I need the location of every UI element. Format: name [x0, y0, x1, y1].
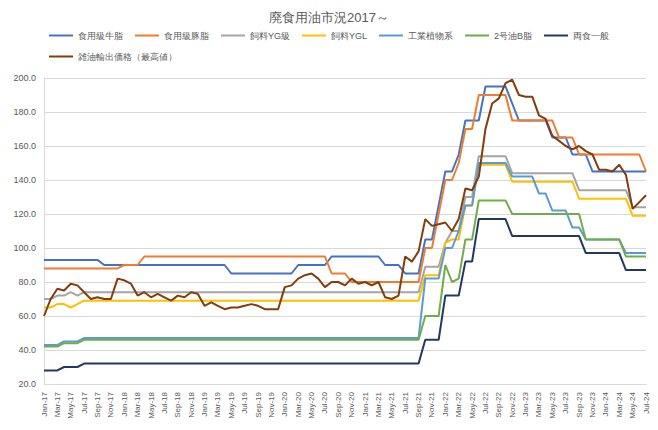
- svg-text:Nov-19: Nov-19: [267, 391, 276, 417]
- svg-text:Jan-20: Jan-20: [280, 391, 289, 416]
- svg-text:May-22: May-22: [468, 391, 477, 418]
- svg-text:Nov-20: Nov-20: [347, 391, 356, 417]
- svg-text:Sep-23: Sep-23: [575, 391, 584, 417]
- svg-text:両食一般: 両食一般: [573, 31, 609, 41]
- svg-text:食用級牛脂: 食用級牛脂: [78, 31, 123, 41]
- svg-text:Jul-21: Jul-21: [401, 391, 410, 413]
- svg-text:Mar-23: Mar-23: [534, 391, 543, 417]
- svg-text:飼料YG級: 飼料YG級: [250, 31, 290, 41]
- svg-text:Sep-22: Sep-22: [494, 391, 503, 417]
- svg-text:May-24: May-24: [628, 391, 637, 418]
- svg-text:雑油輸出価格（最高値）: 雑油輸出価格（最高値）: [78, 52, 177, 62]
- svg-text:食用級豚脂: 食用級豚脂: [164, 31, 209, 41]
- svg-text:Nov-21: Nov-21: [427, 391, 436, 417]
- svg-text:Jul-18: Jul-18: [160, 391, 169, 413]
- svg-text:140.0: 140.0: [13, 175, 36, 185]
- svg-text:Mar-17: Mar-17: [53, 391, 62, 417]
- svg-text:120.0: 120.0: [13, 209, 36, 219]
- svg-text:廃食用油市況2017～: 廃食用油市況2017～: [269, 10, 389, 25]
- svg-text:Jan-19: Jan-19: [200, 391, 209, 416]
- svg-text:Jan-21: Jan-21: [361, 391, 370, 416]
- svg-text:Jul-24: Jul-24: [642, 391, 651, 413]
- svg-text:Nov-18: Nov-18: [187, 391, 196, 417]
- svg-text:May-19: May-19: [227, 391, 236, 418]
- svg-text:Jan-24: Jan-24: [601, 391, 610, 416]
- svg-text:20.0: 20.0: [18, 379, 36, 389]
- svg-text:May-23: May-23: [548, 391, 557, 418]
- svg-text:180.0: 180.0: [13, 107, 36, 117]
- svg-text:Mar-20: Mar-20: [294, 391, 303, 417]
- svg-text:60.0: 60.0: [18, 311, 36, 321]
- svg-text:Mar-24: Mar-24: [615, 391, 624, 417]
- svg-text:Mar-18: Mar-18: [133, 391, 142, 417]
- svg-text:Sep-21: Sep-21: [414, 391, 423, 417]
- svg-text:2号油B脂: 2号油B脂: [494, 31, 532, 41]
- svg-text:Nov-23: Nov-23: [588, 391, 597, 417]
- svg-text:Jan-17: Jan-17: [40, 391, 49, 416]
- svg-text:飼料YGL: 飼料YGL: [331, 31, 367, 41]
- svg-text:Sep-20: Sep-20: [334, 391, 343, 417]
- svg-text:40.0: 40.0: [18, 345, 36, 355]
- svg-text:Mar-22: Mar-22: [454, 391, 463, 417]
- svg-text:Jul-17: Jul-17: [80, 391, 89, 413]
- svg-text:Jul-22: Jul-22: [481, 391, 490, 413]
- svg-text:Nov-22: Nov-22: [508, 391, 517, 417]
- svg-text:Jan-22: Jan-22: [441, 391, 450, 416]
- svg-text:Mar-19: Mar-19: [213, 391, 222, 417]
- svg-text:200.0: 200.0: [13, 73, 36, 83]
- svg-text:May-20: May-20: [307, 391, 316, 418]
- svg-text:May-18: May-18: [147, 391, 156, 418]
- svg-text:Nov-17: Nov-17: [106, 391, 115, 417]
- svg-text:160.0: 160.0: [13, 141, 36, 151]
- svg-text:Jul-23: Jul-23: [561, 391, 570, 413]
- svg-text:Sep-18: Sep-18: [173, 391, 182, 417]
- svg-text:Jul-19: Jul-19: [240, 391, 249, 413]
- svg-text:Jan-23: Jan-23: [521, 391, 530, 416]
- svg-text:100.0: 100.0: [13, 243, 36, 253]
- svg-text:Mar-21: Mar-21: [374, 391, 383, 417]
- svg-text:May-17: May-17: [66, 391, 75, 418]
- svg-text:工業植物系: 工業植物系: [408, 31, 453, 41]
- svg-text:Jan-18: Jan-18: [120, 391, 129, 416]
- svg-text:80.0: 80.0: [18, 277, 36, 287]
- svg-text:Sep-17: Sep-17: [93, 391, 102, 417]
- svg-text:Sep-19: Sep-19: [254, 391, 263, 417]
- svg-text:May-21: May-21: [387, 391, 396, 418]
- svg-text:Jul-20: Jul-20: [320, 391, 329, 413]
